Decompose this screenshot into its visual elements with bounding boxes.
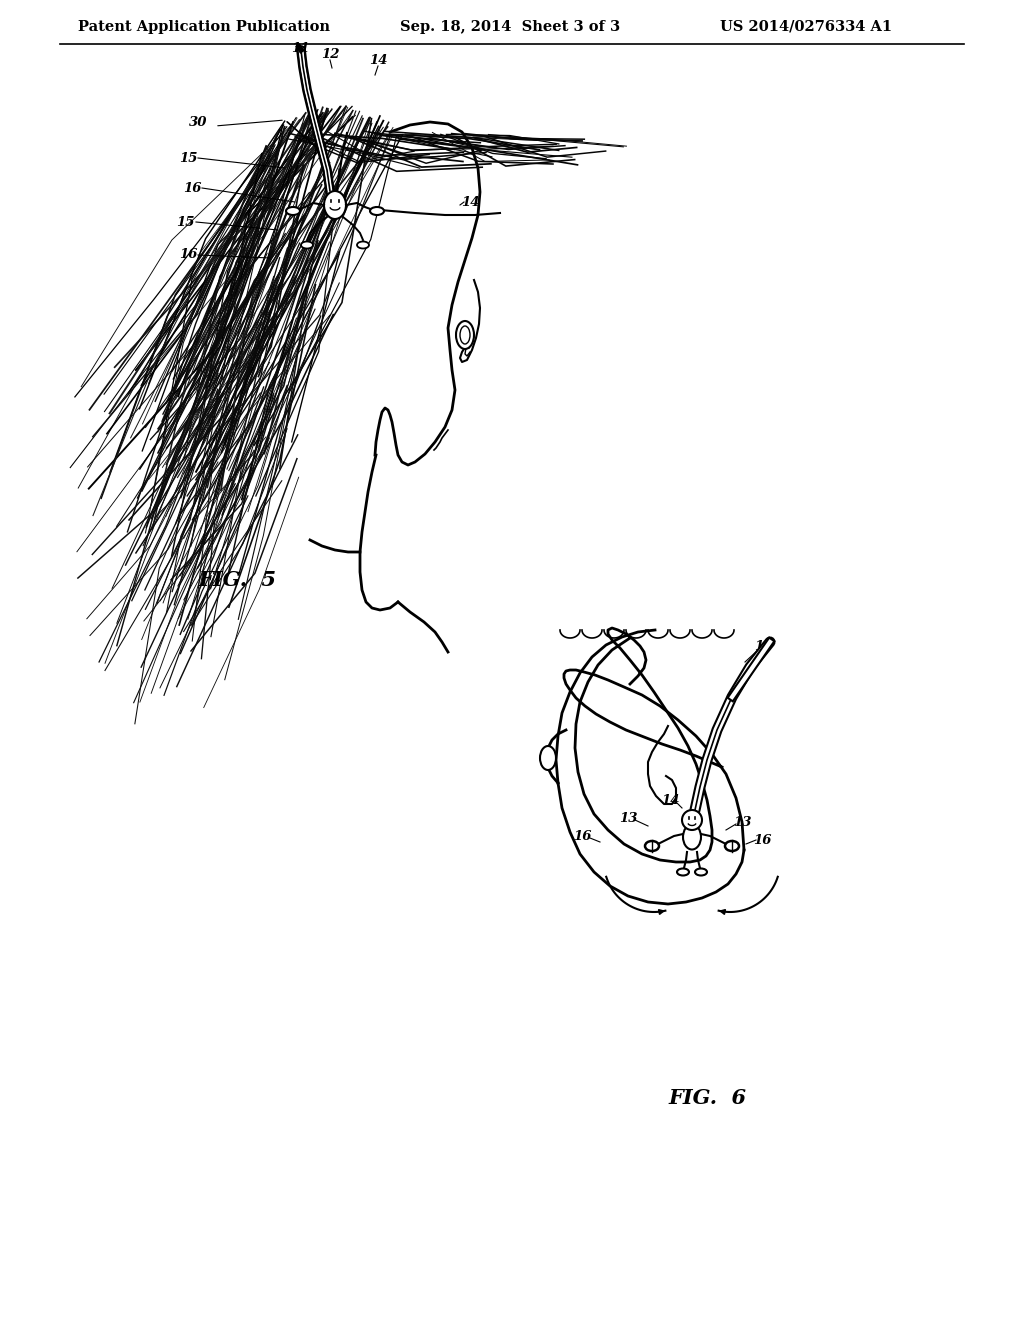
Ellipse shape <box>324 191 346 219</box>
Text: 13: 13 <box>618 812 637 825</box>
Ellipse shape <box>645 841 659 851</box>
Ellipse shape <box>370 207 384 215</box>
Circle shape <box>682 810 702 830</box>
Ellipse shape <box>725 841 739 851</box>
Text: 14: 14 <box>461 195 479 209</box>
Ellipse shape <box>286 207 300 215</box>
Ellipse shape <box>456 321 474 348</box>
Text: US 2014/0276334 A1: US 2014/0276334 A1 <box>720 20 892 34</box>
Text: 14: 14 <box>369 54 387 66</box>
Text: FIG.  6: FIG. 6 <box>668 1088 746 1107</box>
Text: 30: 30 <box>188 116 207 128</box>
Ellipse shape <box>460 326 470 345</box>
Text: FIG.  5: FIG. 5 <box>198 570 276 590</box>
Text: 11: 11 <box>754 640 772 653</box>
Text: Patent Application Publication: Patent Application Publication <box>78 20 330 34</box>
Text: 15: 15 <box>179 152 198 165</box>
Text: Sep. 18, 2014  Sheet 3 of 3: Sep. 18, 2014 Sheet 3 of 3 <box>400 20 621 34</box>
Ellipse shape <box>683 825 701 850</box>
Ellipse shape <box>301 242 313 248</box>
Text: 14: 14 <box>660 793 679 807</box>
Text: 16: 16 <box>753 833 771 846</box>
Text: 15: 15 <box>176 215 195 228</box>
Ellipse shape <box>695 869 707 875</box>
Text: 16: 16 <box>182 181 202 194</box>
Text: 12: 12 <box>321 49 339 62</box>
Text: 16: 16 <box>179 248 198 261</box>
Ellipse shape <box>357 242 369 248</box>
Text: 13: 13 <box>733 816 752 829</box>
Text: 16: 16 <box>572 829 591 842</box>
Ellipse shape <box>677 869 689 875</box>
Ellipse shape <box>540 746 556 770</box>
Text: 11: 11 <box>291 41 309 54</box>
